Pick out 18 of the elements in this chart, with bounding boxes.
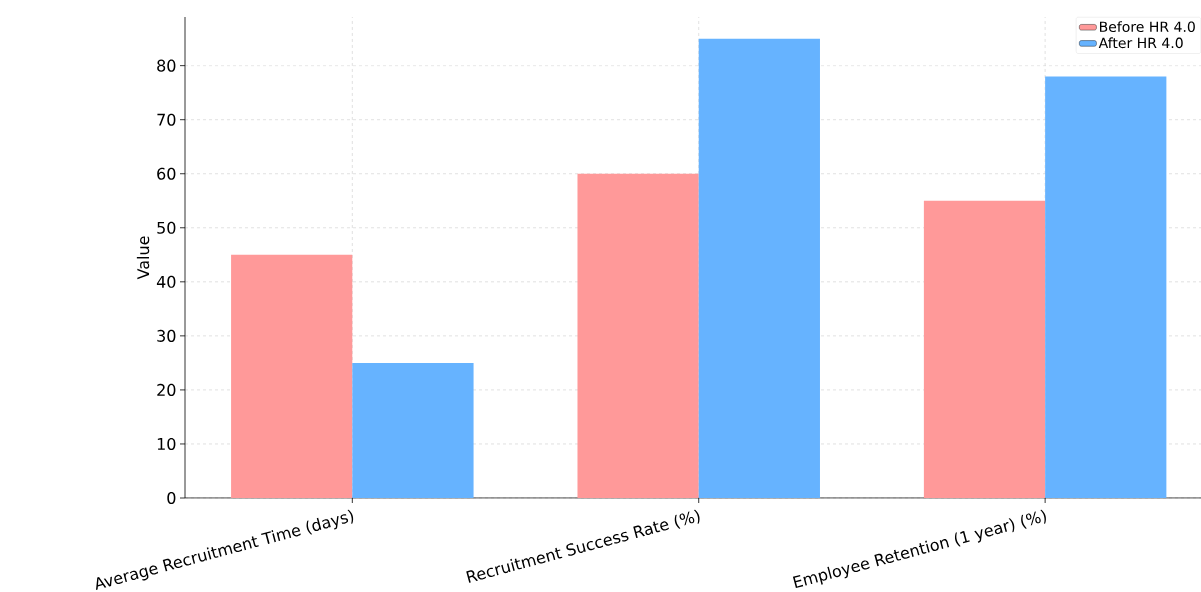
bar [352,362,474,498]
y-tick-label: 70 [157,113,176,126]
bar [923,200,1046,498]
bar [1045,76,1167,498]
legend-label: After HR 4.0 [1098,37,1183,49]
legend-label: Before HR 4.0 [1100,21,1195,33]
y-tick-label: 80 [157,59,176,72]
y-tick-label: 60 [157,167,176,180]
bar [577,173,699,498]
bar [698,38,820,498]
y-tick-label: 10 [157,437,176,450]
y-tick-label: 30 [157,329,176,342]
y-axis-title: Value [136,236,150,280]
y-tick-label: 0 [167,491,176,505]
bar [231,254,353,498]
y-tick-label: 20 [157,383,176,396]
y-tick-label: 40 [156,275,176,288]
y-tick-label: 50 [157,221,176,234]
